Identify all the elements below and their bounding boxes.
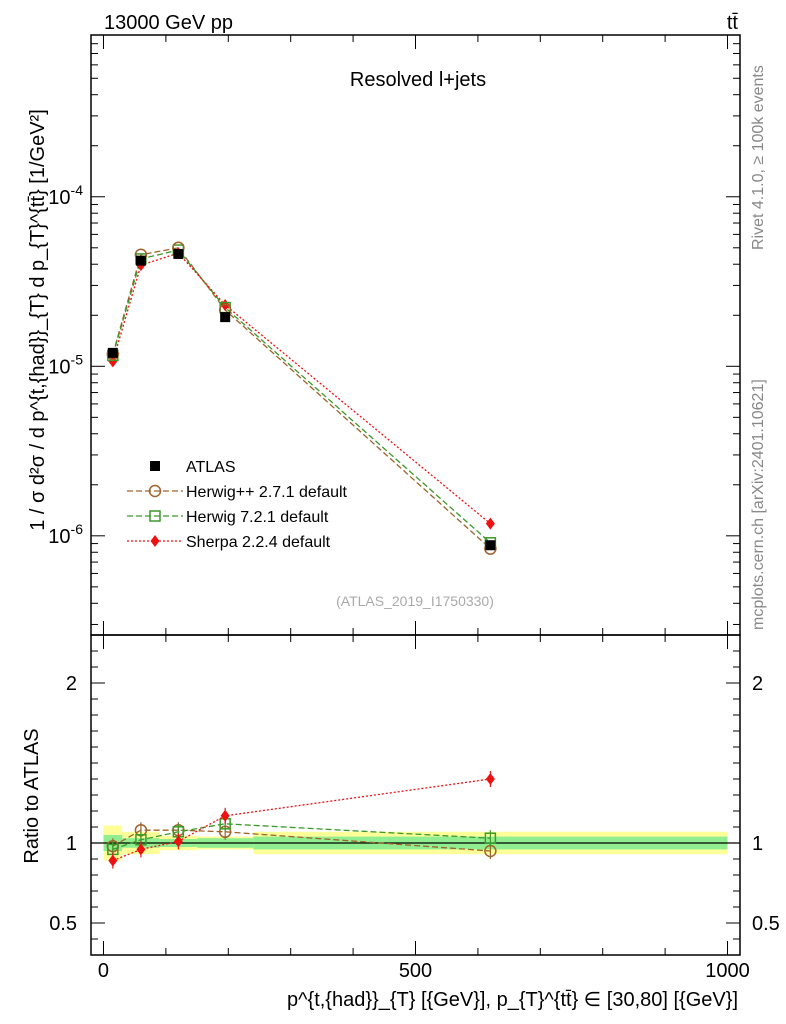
x-tick-label: 500 [399,960,432,982]
ratio-ylabel: Ratio to ATLAS [21,728,43,863]
ratio-point [136,843,146,856]
legend-marker [149,510,161,522]
y-tick-label: 10-4 [48,182,83,209]
y-tick-label: 10-6 [48,521,83,548]
ratio-y-tick-label: 0.5 [49,913,77,935]
ratio-y-tick-label-right: 2 [752,673,763,695]
xlabel: p^{t,{had}}_{T} [{GeV}], p_{T}^{tt̄} ∈ [… [287,989,738,1011]
ratio-y-tick-label: 2 [66,673,77,695]
legend-marker [148,484,162,498]
ratio-point [484,832,497,844]
ratio-point [485,773,495,785]
x-tick-label: 0 [98,960,109,982]
main-panel: 10-6 10-5 10-4 ATLAS Herwig++ 2.7.1 default H… [48,34,741,636]
data-point [220,312,231,323]
ratio-point [173,835,183,848]
watermark: (ATLAS_2019_I1750330) [336,593,494,609]
legend-marker [150,461,160,471]
ratio-y-tick-label-right: 1 [752,833,763,855]
data-point [135,255,146,266]
ratio-point [220,809,230,822]
series-line-herwig [112,247,491,550]
side-mcplots: mcplots.cern.ch [arXiv:2401.10621] [750,379,767,630]
legend-label: Herwig++ 2.7.1 default [186,484,348,501]
side-rivet: Rivet 4.1.0, ≥ 100k events [750,65,767,250]
ratio-series-line [112,829,491,852]
main-ylabel: 1 / σ d²σ / d p^{t,{had}}_{T} d p_{T}^{t… [27,109,49,531]
ratio-y-tick-label: 1 [66,833,77,855]
legend-marker [150,535,160,547]
header-left: 13000 GeV pp [104,12,233,34]
header-right: tt̄ [727,12,739,34]
legend-label: Sherpa 2.2.4 default [186,534,331,551]
data-point [173,248,184,259]
y-tick-label: 10-5 [48,351,83,378]
plot-title: Resolved l+jets [350,69,486,91]
ratio-panel: 0.5 0.5 1 1 2 2 0 500 1000 [49,634,780,982]
ratio-frame [90,634,741,956]
ratio-y-tick-label-right: 0.5 [752,913,780,935]
x-tick-label: 1000 [705,960,750,982]
data-point [485,517,495,530]
ratio-point [108,854,118,867]
data-point [107,347,118,358]
legend-label: ATLAS [186,459,236,476]
data-point [485,540,496,551]
legend-label: Herwig 7.2.1 default [186,509,329,526]
